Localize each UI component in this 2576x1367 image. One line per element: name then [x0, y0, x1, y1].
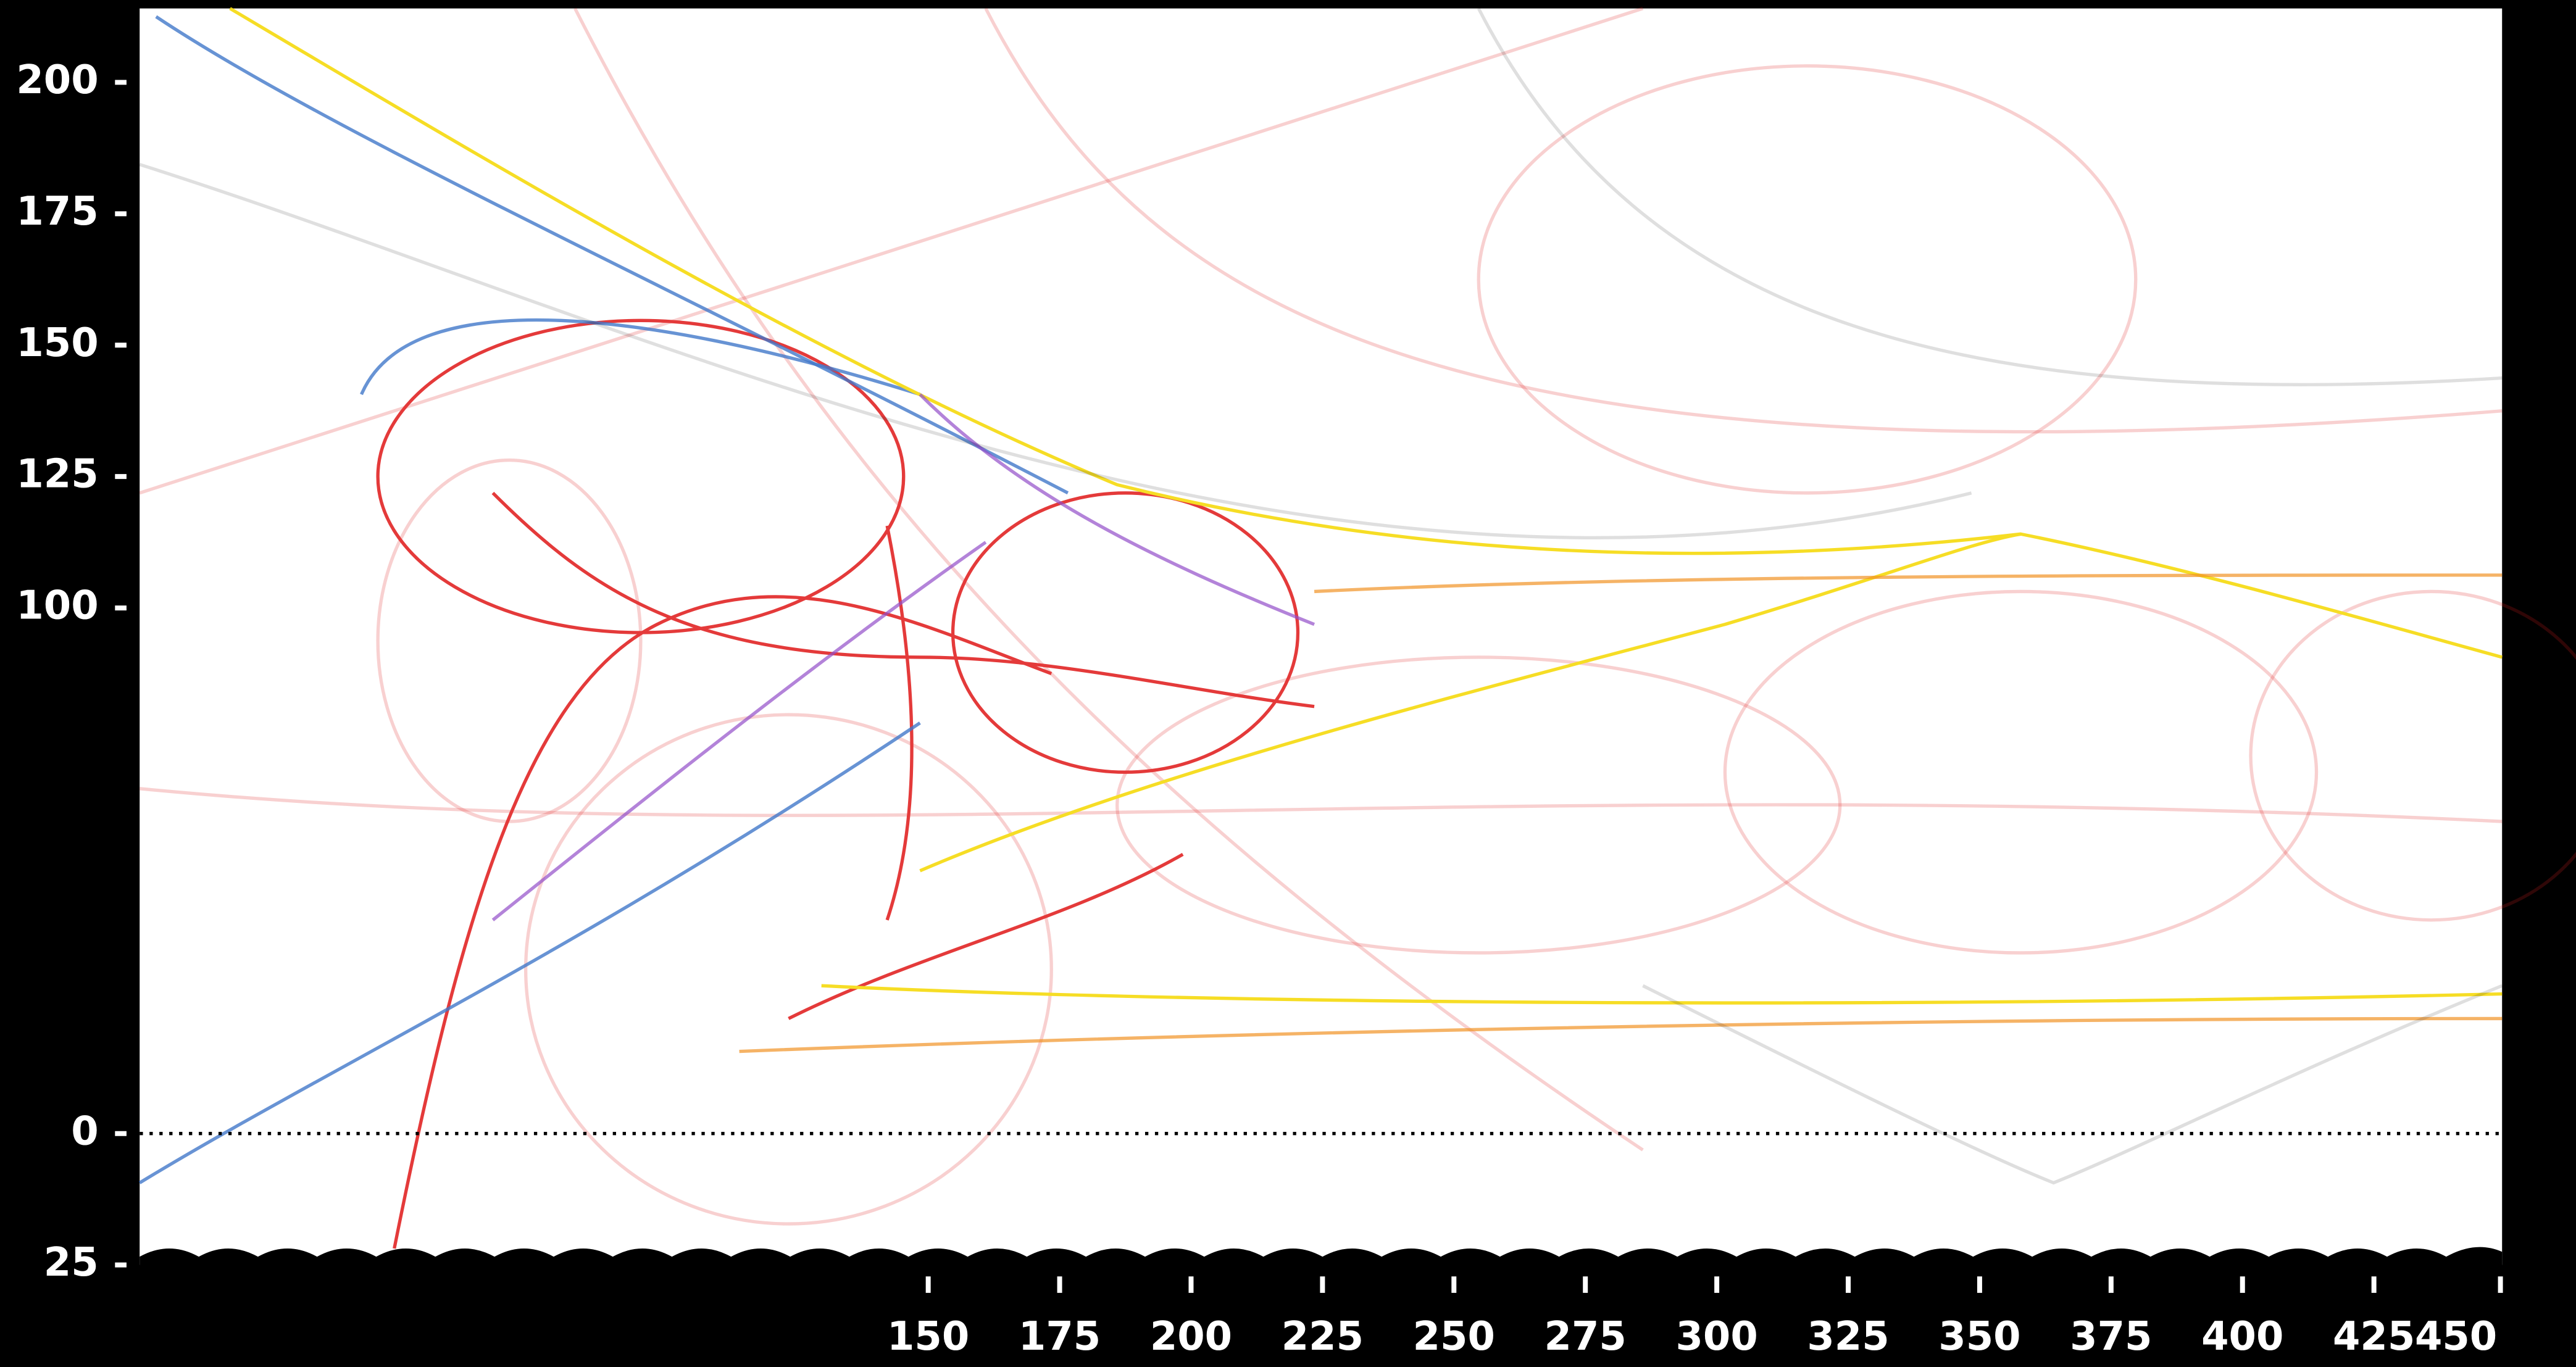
x-tick-label: 350 — [1938, 1314, 2020, 1360]
x-tick-label: 250 — [1413, 1314, 1495, 1360]
y-tick-label: 200 — [16, 57, 98, 103]
y-tick-label: 125 — [16, 452, 98, 497]
plot-area — [140, 8, 2503, 1265]
x-tick-label: 175 — [1019, 1314, 1101, 1360]
artwork-strands — [138, 7, 2576, 1249]
x-tick-label: 375 — [2070, 1314, 2152, 1360]
y-tick-label: 100 — [16, 583, 98, 629]
x-tick-label: 225 — [1282, 1314, 1364, 1360]
y-tick-label: 150 — [16, 320, 98, 366]
y-tick-label: 25 — [44, 1240, 99, 1286]
wavy-edge — [140, 1247, 2503, 1268]
y-tick-label: 175 — [16, 189, 98, 235]
x-tick-label: 425 — [2333, 1314, 2415, 1360]
y-tick-label: 0 — [71, 1108, 98, 1154]
x-tick-label: 450 — [2415, 1314, 2497, 1360]
x-tick-label: 325 — [1807, 1314, 1889, 1360]
x-tick-label: 275 — [1544, 1314, 1627, 1360]
x-tick-label: 150 — [887, 1314, 969, 1360]
x-tick-label: 200 — [1150, 1314, 1232, 1360]
x-tick-label: 400 — [2201, 1314, 2283, 1360]
x-tick-label: 300 — [1675, 1314, 1757, 1360]
